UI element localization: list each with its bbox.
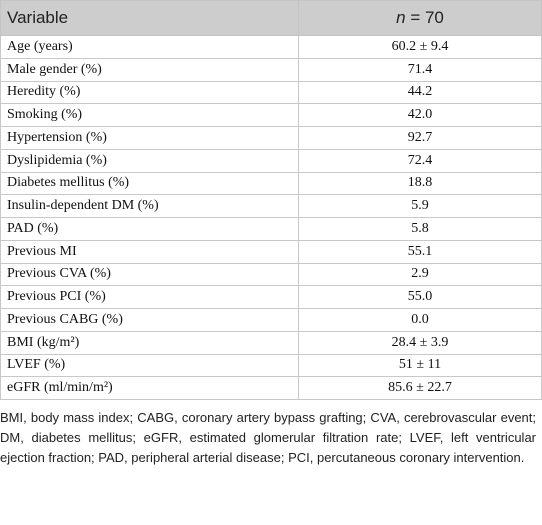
variable-cell: Diabetes mellitus (%) xyxy=(0,171,299,196)
data-table: Variable n = 70 Age (years) 60.2 ± 9.4 Mal… xyxy=(0,0,542,400)
table-row: Previous CVA (%) 2.9 xyxy=(0,262,542,287)
variable-cell: Previous CABG (%) xyxy=(0,308,299,332)
value-cell: 72.4 xyxy=(298,148,542,173)
variable-cell: Previous MI xyxy=(0,239,299,264)
value-cell: 42.0 xyxy=(298,103,542,127)
variable-cell: Heredity (%) xyxy=(0,80,299,105)
value-cell: 51 ± 11 xyxy=(298,353,542,378)
variable-cell: Previous CVA (%) xyxy=(0,262,299,287)
variable-cell: Previous PCI (%) xyxy=(0,285,299,309)
variable-cell: Dyslipidemia (%) xyxy=(0,148,299,173)
table-row: eGFR (ml/min/m²) 85.6 ± 22.7 xyxy=(0,376,542,400)
variable-cell: Age (years) xyxy=(0,35,299,59)
value-cell: 44.2 xyxy=(298,80,542,105)
value-cell: 2.9 xyxy=(298,262,542,287)
table-row: Hypertension (%) 92.7 xyxy=(0,126,542,150)
variable-cell: LVEF (%) xyxy=(0,353,299,378)
variable-cell: Male gender (%) xyxy=(0,57,299,82)
value-cell: 85.6 ± 22.7 xyxy=(298,376,542,400)
table-row: LVEF (%) 51 ± 11 xyxy=(0,353,542,378)
table-row: Dyslipidemia (%) 72.4 xyxy=(0,148,542,173)
table-row: Insulin-dependent DM (%) 5.9 xyxy=(0,194,542,218)
table-row: Smoking (%) 42.0 xyxy=(0,103,542,127)
table-row: Previous CABG (%) 0.0 xyxy=(0,308,542,332)
n-value: = 70 xyxy=(410,8,444,27)
value-cell: 18.8 xyxy=(298,171,542,196)
table-row: Diabetes mellitus (%) 18.8 xyxy=(0,171,542,196)
value-cell: 28.4 ± 3.9 xyxy=(298,330,542,355)
value-cell: 5.8 xyxy=(298,217,542,241)
value-cell: 60.2 ± 9.4 xyxy=(298,35,542,59)
variable-cell: eGFR (ml/min/m²) xyxy=(0,376,299,400)
value-cell: 0.0 xyxy=(298,308,542,332)
header-cell: Variable xyxy=(0,0,299,36)
footnote: BMI, body mass index; CABG, coronary art… xyxy=(0,410,536,465)
table-row: Male gender (%) 71.4 xyxy=(0,57,542,82)
table-row: Age (years) 60.2 ± 9.4 xyxy=(0,35,542,59)
value-cell: 5.9 xyxy=(298,194,542,218)
table-row: Previous PCI (%) 55.0 xyxy=(0,285,542,309)
variable-cell: PAD (%) xyxy=(0,217,299,241)
n-symbol: n xyxy=(396,8,406,27)
value-cell: 55.1 xyxy=(298,239,542,264)
value-cell: 55.0 xyxy=(298,285,542,309)
variable-cell: Smoking (%) xyxy=(0,103,299,127)
variable-cell: BMI (kg/m²) xyxy=(0,330,299,355)
table-body: Age (years) 60.2 ± 9.4 Male gender (%) 71.4… xyxy=(0,35,542,400)
value-cell: 71.4 xyxy=(298,57,542,82)
variable-cell: Insulin-dependent DM (%) xyxy=(0,194,299,218)
table-row: BMI (kg/m²) 28.4 ± 3.9 xyxy=(0,330,542,355)
table-row: Heredity (%) 44.2 xyxy=(0,80,542,105)
header-cell: n = 70 xyxy=(298,0,542,36)
value-cell: 92.7 xyxy=(298,126,542,150)
header-row: Variable n = 70 xyxy=(0,0,542,36)
table-row: Previous MI 55.1 xyxy=(0,239,542,264)
variable-cell: Hypertension (%) xyxy=(0,126,299,150)
table-row: PAD (%) 5.8 xyxy=(0,217,542,241)
